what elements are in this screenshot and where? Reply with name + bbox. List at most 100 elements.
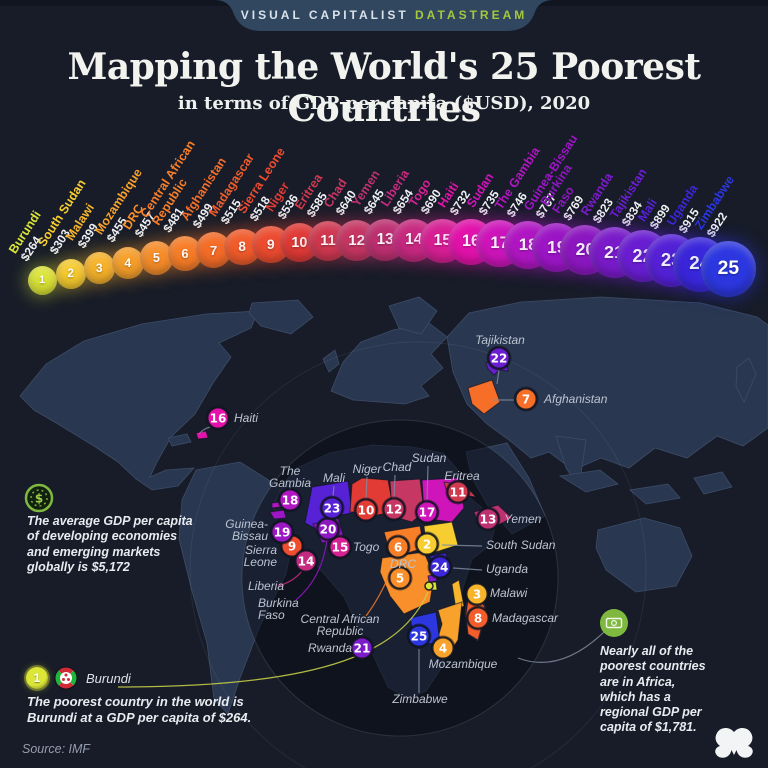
islands-sea-3: [693, 471, 733, 495]
map-marker-4: 4: [430, 635, 456, 661]
svg-text:5: 5: [396, 572, 404, 586]
map-marker-11: 11: [445, 479, 471, 505]
map-marker-14: 14: [293, 548, 319, 574]
map-marker-18: 18: [277, 487, 303, 513]
banner-text: VISUAL CAPITALIST DATASTREAM: [214, 0, 554, 30]
map-marker-13: 13: [475, 506, 501, 532]
country-guinea-bissau: [269, 509, 287, 520]
map-marker-1: [424, 581, 434, 591]
map-label-liberia: Liberia: [248, 579, 284, 593]
source-label: Source: IMF: [22, 742, 91, 756]
svg-text:25: 25: [411, 630, 428, 644]
map-label-malawi: Malawi: [490, 586, 528, 600]
map-label-yemen: Yemen: [504, 512, 542, 526]
svg-text:11: 11: [450, 486, 467, 500]
gdp-coin-icon: $: [24, 483, 54, 518]
svg-text:24: 24: [432, 561, 449, 575]
map-label-sierra-leone: Sierra Leone: [244, 543, 278, 569]
country-haiti: [195, 430, 209, 440]
leader-line-2: [426, 465, 429, 502]
map-label-eritrea: Eritrea: [444, 469, 480, 483]
map-marker-21: 21: [349, 635, 375, 661]
continent-asia: [446, 296, 768, 471]
svg-text:4: 4: [439, 642, 447, 656]
visual-capitalist-logo: [708, 724, 760, 765]
continent-europe: [330, 322, 448, 405]
leader-line-6: [452, 567, 483, 571]
map-label-madagascar: Madagascar: [492, 611, 559, 625]
svg-text:2: 2: [423, 538, 431, 552]
map-marker-15: 15: [327, 534, 353, 560]
map-label-mozambique: Mozambique: [429, 657, 498, 671]
annotation-burundi: The poorest country in the world is Buru…: [27, 694, 252, 726]
map-marker-5: 5: [387, 565, 413, 591]
leader-line-7: [198, 426, 211, 435]
map-marker-24: 24: [427, 554, 453, 580]
map-marker-23: 23: [319, 495, 345, 521]
map-label-afghanistan: Afghanistan: [543, 392, 608, 406]
map-marker-20: 20: [315, 516, 341, 542]
continent-greenland: [248, 299, 314, 335]
brand-name: VISUAL CAPITALIST: [240, 8, 409, 22]
country-afghanistan: [467, 379, 501, 415]
map-marker-7: 7: [513, 386, 539, 412]
island-japan: [735, 357, 757, 403]
map-label-the-gambia: The Gambia: [269, 464, 311, 490]
map-label-tajikistan: Tajikistan: [475, 333, 525, 347]
map-label-rwanda: Rwanda: [308, 641, 352, 655]
map-label-zimbabwe: Zimbabwe: [391, 692, 448, 706]
svg-text:9: 9: [288, 540, 296, 554]
product-name: DATASTREAM: [415, 8, 528, 22]
burundi-callout-country: Burundi: [86, 670, 131, 686]
svg-text:12: 12: [386, 503, 403, 517]
map-marker-2: 2: [414, 531, 440, 557]
svg-text:14: 14: [298, 555, 315, 569]
map-marker-19: 19: [269, 519, 295, 545]
svg-text:23: 23: [324, 502, 341, 516]
svg-text:22: 22: [491, 352, 508, 366]
burundi-callout-header: 1 Burundi: [26, 666, 131, 690]
burundi-flag: [54, 666, 78, 690]
annotation-average-gdp: The average GDP per capita of developing…: [27, 514, 193, 574]
map-marker-22: 22: [486, 345, 512, 371]
map-marker-6: 6: [385, 534, 411, 560]
map-marker-10: 10: [353, 497, 379, 523]
leader-line-11: [295, 539, 328, 601]
svg-text:8: 8: [474, 612, 482, 626]
continent-north-america: [19, 310, 259, 491]
map-marker-8: 8: [465, 605, 491, 631]
leader-line-3: [332, 485, 335, 497]
svg-text:18: 18: [282, 494, 299, 508]
page-subtitle: in terms of GDP per capita ($USD), 2020: [177, 93, 591, 114]
map-marker-12: 12: [381, 496, 407, 522]
map-label-drc: DRC: [390, 557, 416, 571]
map-label-centralafrican-republic: Central African Republic: [301, 612, 380, 638]
leader-lines: [117, 369, 605, 693]
islands-sea-1: [558, 469, 619, 493]
map-label-togo: Togo: [353, 540, 380, 554]
svg-text:19: 19: [274, 526, 291, 540]
leader-line-9: [496, 369, 500, 385]
svg-text:15: 15: [332, 541, 349, 555]
svg-text:7: 7: [522, 393, 530, 407]
map-label-southsudan: South Sudan: [486, 538, 556, 552]
burundi-rank-bubble: 1: [26, 667, 48, 689]
svg-text:17: 17: [419, 506, 436, 520]
map-marker-25: 25: [406, 623, 432, 649]
map-label-haiti: Haiti: [234, 411, 258, 425]
leader-line-15: [117, 591, 429, 688]
map-marker-16: 16: [205, 405, 231, 431]
map-label-chad: Chad: [383, 460, 412, 474]
leader-line-1: [393, 474, 396, 499]
map-label-niger: Niger: [353, 462, 383, 476]
svg-text:3: 3: [473, 588, 481, 602]
svg-text:21: 21: [354, 642, 371, 656]
svg-text:$: $: [35, 492, 43, 506]
map-label-sudan: Sudan: [412, 451, 447, 465]
island-uk: [322, 349, 340, 373]
svg-text:10: 10: [358, 504, 375, 518]
svg-text:16: 16: [210, 412, 227, 426]
page-title: Mapping the World's 25 Poorest Countries: [67, 46, 701, 130]
